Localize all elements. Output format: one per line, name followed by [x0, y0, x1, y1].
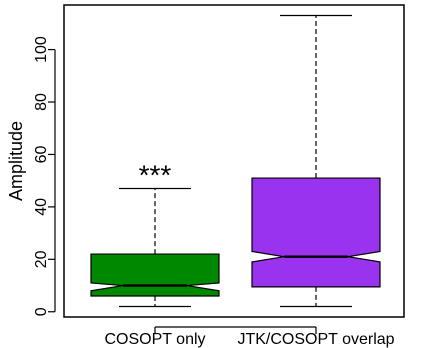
x-axis: COSOPT only JTK/COSOPT overlap	[104, 326, 395, 348]
y-axis: 0 20 40 60 80 100	[33, 36, 56, 316]
x-tick-label: COSOPT only	[104, 331, 205, 348]
x-tick-label: JTK/COSOPT overlap	[237, 331, 394, 348]
box-1: ***	[90, 160, 220, 308]
boxes-group: ***	[90, 14, 381, 308]
y-axis-title: Amplitude	[6, 121, 26, 201]
notched-box	[90, 253, 220, 297]
box-2	[251, 14, 381, 308]
y-tick-label: 80	[33, 93, 50, 111]
y-tick-label: 40	[33, 198, 50, 216]
y-tick-label: 60	[33, 145, 50, 163]
y-tick-label: 100	[33, 36, 50, 63]
significance-annotation: ***	[139, 160, 172, 191]
y-tick-label: 20	[33, 250, 50, 268]
notched-box	[251, 177, 381, 288]
plot-frame	[63, 4, 405, 318]
y-tick-label: 0	[33, 307, 50, 316]
